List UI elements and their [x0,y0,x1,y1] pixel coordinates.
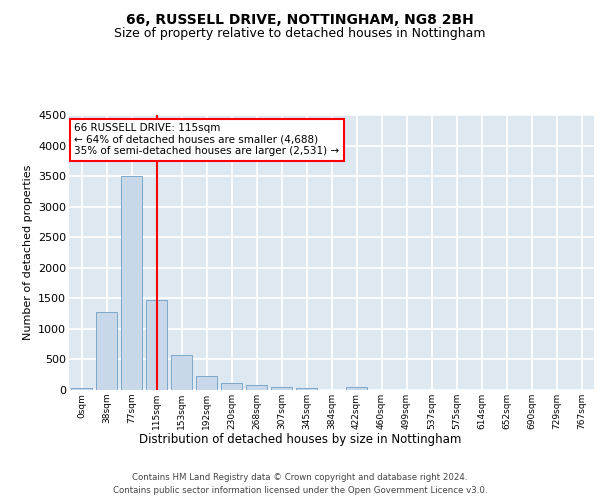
Bar [171,355,192,390]
Text: Contains HM Land Registry data © Crown copyright and database right 2024.: Contains HM Land Registry data © Crown c… [132,472,468,482]
Bar [121,176,142,390]
Text: Distribution of detached houses by size in Nottingham: Distribution of detached houses by size … [139,432,461,446]
Bar [196,376,217,390]
Bar [221,383,242,390]
Bar [271,386,292,390]
Bar [96,312,117,390]
Text: 66 RUSSELL DRIVE: 115sqm
← 64% of detached houses are smaller (4,688)
35% of sem: 66 RUSSELL DRIVE: 115sqm ← 64% of detach… [74,123,340,156]
Bar [346,386,367,390]
Bar [246,385,267,390]
Bar [71,388,92,390]
Bar [146,300,167,390]
Text: Contains public sector information licensed under the Open Government Licence v3: Contains public sector information licen… [113,486,487,495]
Y-axis label: Number of detached properties: Number of detached properties [23,165,32,340]
Text: Size of property relative to detached houses in Nottingham: Size of property relative to detached ho… [114,28,486,40]
Text: 66, RUSSELL DRIVE, NOTTINGHAM, NG8 2BH: 66, RUSSELL DRIVE, NOTTINGHAM, NG8 2BH [126,12,474,26]
Bar [296,388,317,390]
